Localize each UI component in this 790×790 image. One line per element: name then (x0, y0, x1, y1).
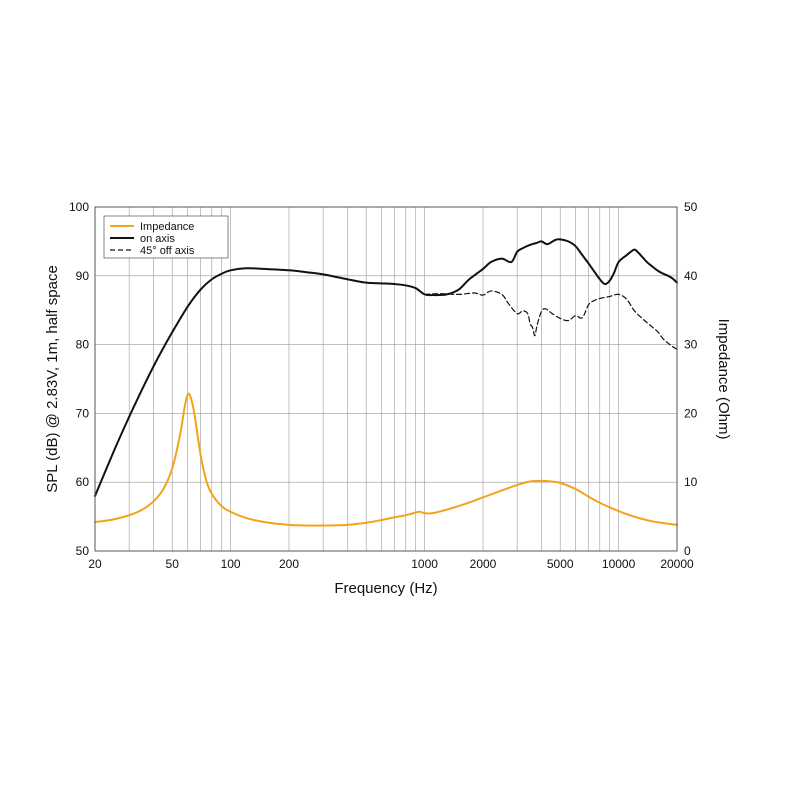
x-tick-label: 2000 (470, 557, 497, 571)
x-tick-label: 5000 (547, 557, 574, 571)
x-tick-label: 100 (221, 557, 241, 571)
y2-tick-label: 40 (684, 269, 698, 283)
x-tick-label: 20000 (660, 557, 694, 571)
y2-tick-label: 30 (684, 338, 698, 352)
legend-label-impedance: Impedance (140, 221, 194, 233)
grid (95, 207, 677, 551)
x-tick-label: 50 (166, 557, 180, 571)
y-tick-label: 90 (76, 269, 90, 283)
series-off-axis (424, 290, 678, 351)
y-axis-label: SPL (dB) @ 2.83V, 1m, half space (44, 265, 61, 493)
y-tick-label: 70 (76, 406, 90, 420)
series-layer (94, 238, 678, 527)
y-tick-label: 100 (69, 200, 89, 214)
x-tick-label: 20 (88, 557, 102, 571)
y-axis-ticks: 50 60 70 80 90 100 (69, 200, 89, 558)
x-tick-label: 200 (279, 557, 299, 571)
legend-label-off-axis: 45° off axis (140, 245, 195, 257)
y-tick-label: 50 (76, 544, 90, 558)
plot-frame (94, 206, 678, 552)
x-axis-label: Frequency (Hz) (334, 580, 437, 597)
y2-tick-label: 20 (684, 406, 698, 420)
y2-axis-label: Impedance (Ohm) (715, 319, 732, 440)
x-tick-label: 1000 (411, 557, 438, 571)
y2-tick-label: 50 (684, 200, 698, 214)
legend: Impedance on axis 45° off axis (103, 215, 229, 259)
y-tick-label: 80 (76, 338, 90, 352)
x-tick-label: 10000 (602, 557, 636, 571)
x-axis-ticks: 20 50 100 200 1000 2000 5000 10000 20000 (88, 557, 694, 571)
y2-tick-label: 10 (684, 475, 698, 489)
y2-tick-label: 0 (684, 544, 691, 558)
y-tick-label: 60 (76, 475, 90, 489)
legend-label-on-axis: on axis (140, 233, 175, 245)
series-on-axis (94, 238, 678, 497)
series-impedance (94, 392, 678, 527)
y2-axis-ticks: 0 10 20 30 40 50 (684, 200, 698, 558)
